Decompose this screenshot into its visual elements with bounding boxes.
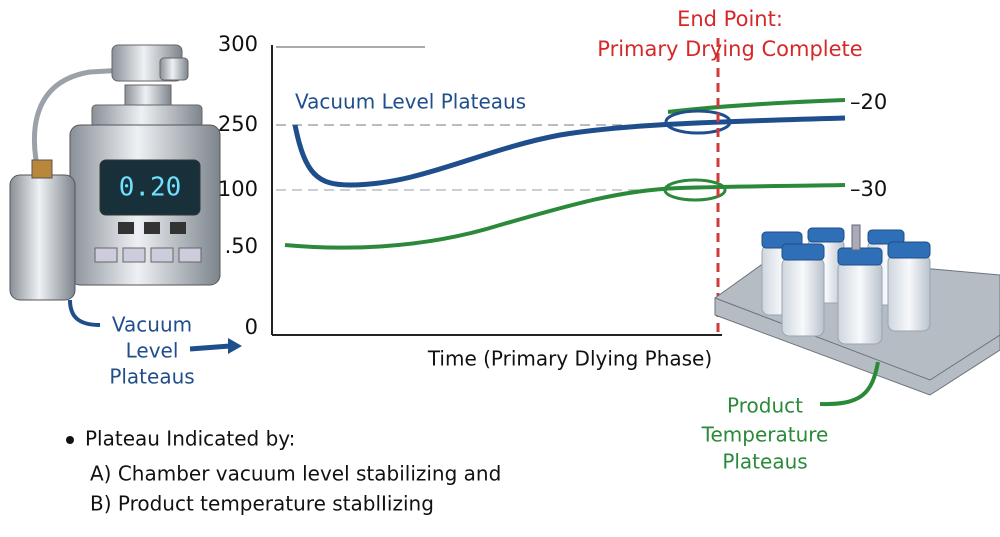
temperature-curve [667,98,846,114]
callout-line [68,299,101,327]
y-label: 300 [218,32,258,56]
vacuum-gauge: 0.20 [9,44,221,301]
end-label: –20 [850,90,887,114]
end-point-title: End Point: [677,7,783,31]
callout-product: Product [727,394,803,418]
y-label: 0 [245,315,258,339]
callout-vacuum: Level [126,339,179,363]
callout-arrow [228,338,242,354]
vacuum-curve [292,115,846,188]
note-bullet: Plateau Indicated by: [85,427,295,451]
y-label: 100 [218,177,258,201]
end-point-title: Primary Drying Complete [597,37,862,61]
vacuum-label: Vacuum Level Plateaus [295,90,526,114]
temperature-curve [284,183,846,250]
plateau-marker [663,178,727,202]
y-label: .50 [225,234,258,258]
bullet [66,436,74,444]
end-label: –30 [850,177,887,201]
y-label: 250 [218,112,258,136]
note-item: A) Chamber vacuum level stabilizing and [90,462,501,486]
callout-line [819,361,880,407]
note-item: B) Product temperature stablIizing [90,492,434,516]
callout-product: Temperature [701,423,829,447]
callout-vacuum: Vacuum [112,313,192,337]
callout-vacuum: Plateaus [109,365,194,389]
callout-arrow [189,343,231,352]
callout-product: Plateaus [722,450,807,474]
gauge-display: 0.20 [119,173,182,203]
x-label: Time (Primary Dlying Phase) [427,347,712,371]
plateau-marker [664,109,732,135]
vials [714,224,1000,396]
